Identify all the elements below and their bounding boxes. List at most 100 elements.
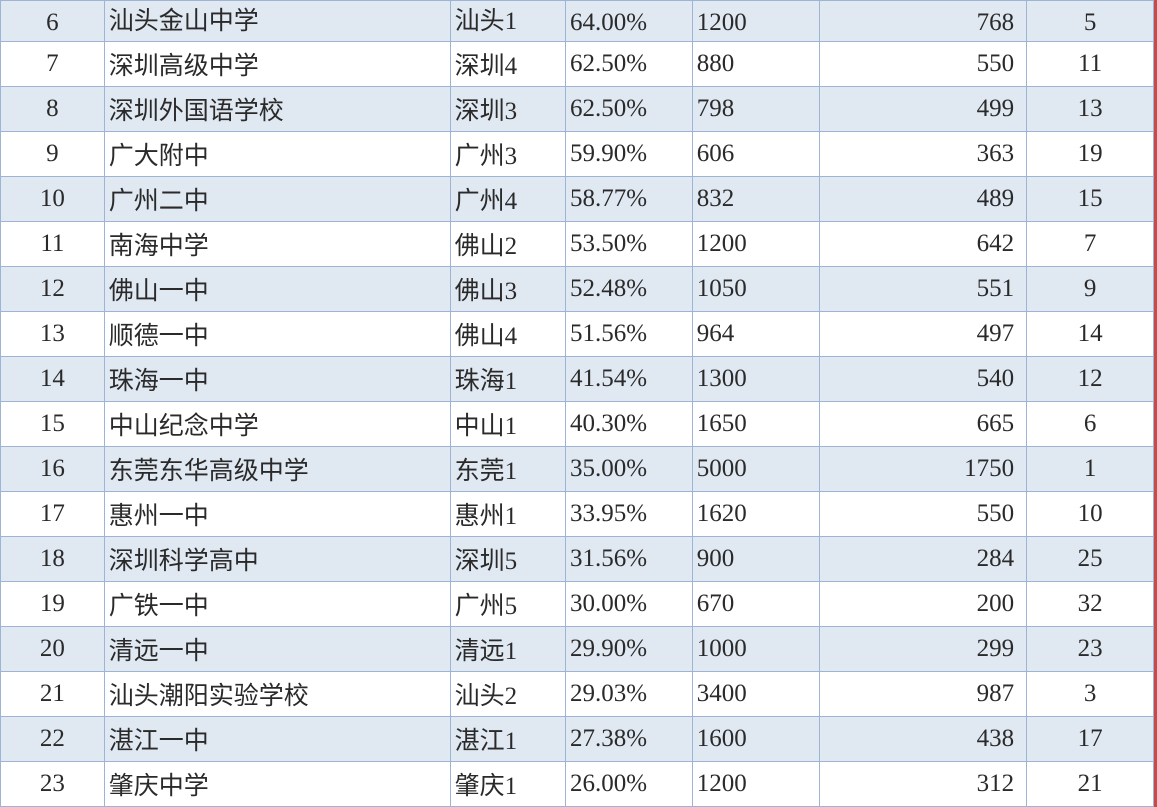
cell-percentage: 52.48% xyxy=(565,267,692,312)
cell-total: 1600 xyxy=(692,717,819,762)
cell-rank: 9 xyxy=(1,132,105,177)
cell-rank: 15 xyxy=(1,402,105,447)
cell-school: 深圳科学高中 xyxy=(104,537,450,582)
cell-school: 南海中学 xyxy=(104,222,450,267)
cell-rank2: 6 xyxy=(1027,402,1154,447)
cell-city: 佛山2 xyxy=(450,222,565,267)
cell-percentage: 26.00% xyxy=(565,762,692,807)
cell-rank: 20 xyxy=(1,627,105,672)
cell-city: 东莞1 xyxy=(450,447,565,492)
cell-rank: 19 xyxy=(1,582,105,627)
cell-school: 中山纪念中学 xyxy=(104,402,450,447)
school-ranking-table-container: 6汕头金山中学汕头164.00%120076857深圳高级中学深圳462.50%… xyxy=(0,0,1157,807)
cell-school: 珠海一中 xyxy=(104,357,450,402)
cell-city: 深圳5 xyxy=(450,537,565,582)
cell-city: 深圳4 xyxy=(450,42,565,87)
cell-rank: 12 xyxy=(1,267,105,312)
table-row: 16东莞东华高级中学东莞135.00%500017501 xyxy=(1,447,1154,492)
cell-count: 987 xyxy=(819,672,1027,717)
cell-school: 广州二中 xyxy=(104,177,450,222)
cell-count: 642 xyxy=(819,222,1027,267)
cell-count: 489 xyxy=(819,177,1027,222)
cell-rank2: 25 xyxy=(1027,537,1154,582)
table-row: 14珠海一中珠海141.54%130054012 xyxy=(1,357,1154,402)
table-row: 11南海中学佛山253.50%12006427 xyxy=(1,222,1154,267)
cell-count: 499 xyxy=(819,87,1027,132)
cell-percentage: 64.00% xyxy=(565,1,692,42)
cell-city: 湛江1 xyxy=(450,717,565,762)
cell-school: 广铁一中 xyxy=(104,582,450,627)
cell-city: 珠海1 xyxy=(450,357,565,402)
cell-count: 550 xyxy=(819,492,1027,537)
cell-percentage: 53.50% xyxy=(565,222,692,267)
cell-rank2: 15 xyxy=(1027,177,1154,222)
cell-city: 佛山3 xyxy=(450,267,565,312)
cell-total: 670 xyxy=(692,582,819,627)
cell-school: 惠州一中 xyxy=(104,492,450,537)
cell-count: 768 xyxy=(819,1,1027,42)
cell-school: 广大附中 xyxy=(104,132,450,177)
table-row: 20清远一中清远129.90%100029923 xyxy=(1,627,1154,672)
cell-count: 665 xyxy=(819,402,1027,447)
table-row: 13顺德一中佛山451.56%96449714 xyxy=(1,312,1154,357)
cell-percentage: 58.77% xyxy=(565,177,692,222)
cell-rank: 11 xyxy=(1,222,105,267)
cell-city: 汕头1 xyxy=(450,1,565,42)
cell-rank: 17 xyxy=(1,492,105,537)
table-body: 6汕头金山中学汕头164.00%120076857深圳高级中学深圳462.50%… xyxy=(1,1,1154,807)
cell-total: 798 xyxy=(692,87,819,132)
cell-percentage: 30.00% xyxy=(565,582,692,627)
cell-percentage: 41.54% xyxy=(565,357,692,402)
cell-rank: 18 xyxy=(1,537,105,582)
cell-school: 东莞东华高级中学 xyxy=(104,447,450,492)
cell-total: 880 xyxy=(692,42,819,87)
cell-city: 广州3 xyxy=(450,132,565,177)
cell-rank: 7 xyxy=(1,42,105,87)
cell-percentage: 62.50% xyxy=(565,42,692,87)
cell-rank2: 9 xyxy=(1027,267,1154,312)
cell-count: 312 xyxy=(819,762,1027,807)
cell-count: 299 xyxy=(819,627,1027,672)
cell-school: 汕头金山中学 xyxy=(104,1,450,42)
cell-city: 广州5 xyxy=(450,582,565,627)
cell-count: 540 xyxy=(819,357,1027,402)
cell-percentage: 29.03% xyxy=(565,672,692,717)
cell-rank2: 5 xyxy=(1027,1,1154,42)
cell-city: 深圳3 xyxy=(450,87,565,132)
cell-count: 550 xyxy=(819,42,1027,87)
cell-rank2: 3 xyxy=(1027,672,1154,717)
cell-total: 5000 xyxy=(692,447,819,492)
cell-city: 中山1 xyxy=(450,402,565,447)
table-row: 15中山纪念中学中山140.30%16506656 xyxy=(1,402,1154,447)
cell-total: 1050 xyxy=(692,267,819,312)
cell-city: 广州4 xyxy=(450,177,565,222)
cell-school: 深圳外国语学校 xyxy=(104,87,450,132)
cell-city: 惠州1 xyxy=(450,492,565,537)
cell-school: 顺德一中 xyxy=(104,312,450,357)
cell-city: 清远1 xyxy=(450,627,565,672)
cell-school: 肇庆中学 xyxy=(104,762,450,807)
cell-percentage: 35.00% xyxy=(565,447,692,492)
table-row: 18深圳科学高中深圳531.56%90028425 xyxy=(1,537,1154,582)
cell-rank2: 7 xyxy=(1027,222,1154,267)
table-row: 9广大附中广州359.90%60636319 xyxy=(1,132,1154,177)
cell-school: 佛山一中 xyxy=(104,267,450,312)
cell-count: 497 xyxy=(819,312,1027,357)
table-row: 10广州二中广州458.77%83248915 xyxy=(1,177,1154,222)
cell-count: 200 xyxy=(819,582,1027,627)
cell-total: 1000 xyxy=(692,627,819,672)
cell-total: 964 xyxy=(692,312,819,357)
cell-total: 606 xyxy=(692,132,819,177)
cell-school: 清远一中 xyxy=(104,627,450,672)
cell-rank: 14 xyxy=(1,357,105,402)
cell-percentage: 40.30% xyxy=(565,402,692,447)
cell-rank: 6 xyxy=(1,1,105,42)
table-row: 12佛山一中佛山352.48%10505519 xyxy=(1,267,1154,312)
cell-count: 551 xyxy=(819,267,1027,312)
cell-rank2: 13 xyxy=(1027,87,1154,132)
cell-rank: 23 xyxy=(1,762,105,807)
cell-city: 佛山4 xyxy=(450,312,565,357)
cell-percentage: 59.90% xyxy=(565,132,692,177)
cell-count: 438 xyxy=(819,717,1027,762)
cell-rank2: 10 xyxy=(1027,492,1154,537)
